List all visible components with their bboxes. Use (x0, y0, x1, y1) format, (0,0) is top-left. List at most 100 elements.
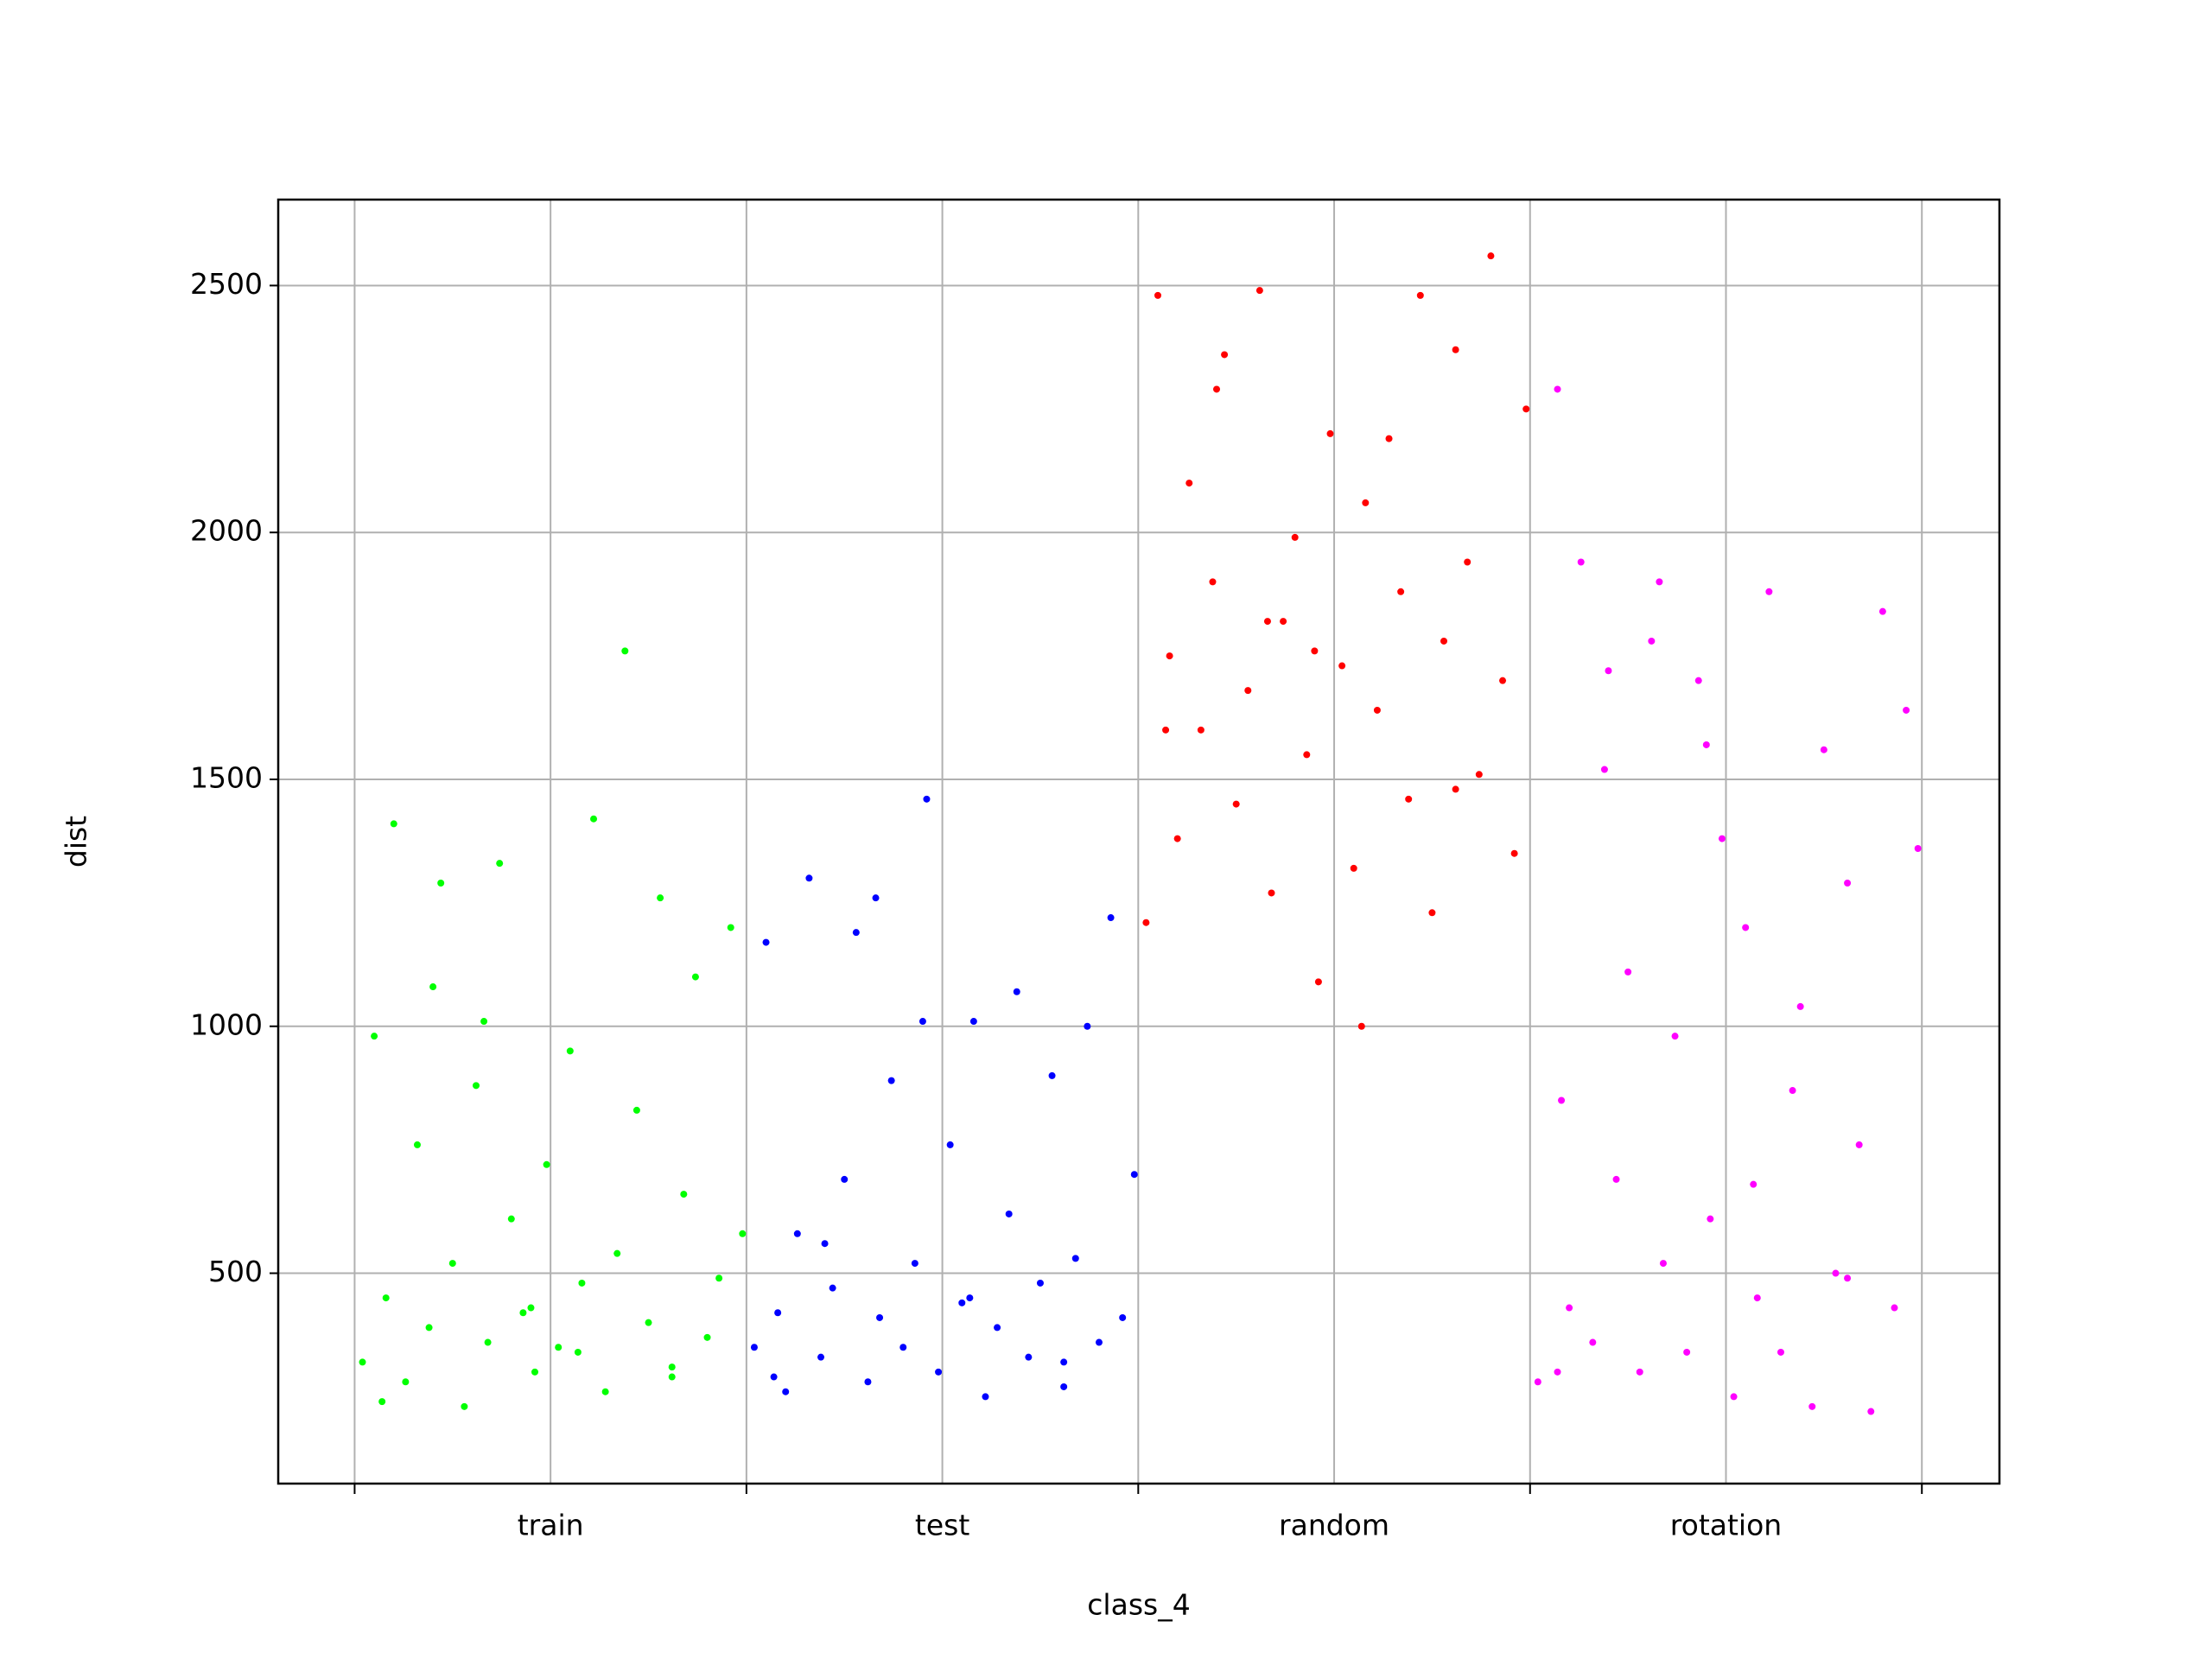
point (899, 1344, 907, 1351)
point (1154, 291, 1161, 299)
point (994, 1324, 1001, 1332)
point (1878, 607, 1886, 615)
point (1350, 864, 1357, 872)
point (1060, 1382, 1068, 1390)
point (876, 1313, 884, 1321)
point (821, 1240, 829, 1248)
point (703, 1333, 711, 1341)
point (1765, 588, 1773, 595)
point (390, 820, 397, 828)
point (1048, 1071, 1056, 1079)
point (1522, 405, 1530, 413)
point (1903, 706, 1910, 714)
point (793, 1230, 801, 1237)
point (1694, 677, 1702, 684)
plot-frame (276, 198, 2001, 1485)
point (1357, 1022, 1365, 1030)
point (1291, 533, 1299, 541)
point (872, 894, 880, 902)
point (574, 1348, 582, 1356)
point (1510, 849, 1518, 857)
point (969, 1018, 977, 1026)
point (1796, 1002, 1804, 1010)
point (1263, 618, 1271, 626)
point (918, 1018, 926, 1026)
point (590, 815, 598, 823)
point (935, 1368, 943, 1376)
point (864, 1378, 872, 1386)
point (519, 1309, 527, 1317)
point (1166, 652, 1173, 660)
point (1213, 385, 1221, 393)
point (1060, 1358, 1068, 1366)
point (982, 1393, 989, 1401)
point (1440, 637, 1448, 645)
point (480, 1018, 488, 1026)
y-tick-label: 2500 (190, 267, 263, 301)
point (1487, 252, 1495, 260)
point (1373, 706, 1381, 714)
point (1221, 351, 1229, 359)
point (1648, 637, 1656, 645)
point (371, 1033, 378, 1040)
point (1416, 291, 1424, 299)
point (496, 860, 504, 868)
y-tick-label: 2000 (190, 514, 263, 548)
point (359, 1358, 366, 1366)
point (1707, 1215, 1714, 1223)
point (402, 1378, 410, 1386)
point (668, 1373, 676, 1381)
point (727, 924, 734, 931)
point (1314, 978, 1322, 986)
point (1338, 662, 1346, 670)
point (680, 1191, 688, 1198)
point (782, 1388, 790, 1395)
point (1499, 677, 1507, 684)
point (1600, 766, 1608, 773)
point (555, 1344, 563, 1351)
point (1808, 1402, 1816, 1410)
point (1789, 1087, 1796, 1095)
point (1914, 845, 1922, 853)
point (1142, 918, 1150, 926)
x-category-label: train (518, 1509, 584, 1542)
point (1303, 751, 1311, 759)
point (817, 1353, 825, 1361)
point (461, 1402, 468, 1410)
point (378, 1398, 386, 1406)
y-tick-label: 1000 (190, 1007, 263, 1041)
point (739, 1230, 747, 1237)
point (1173, 835, 1181, 842)
point (1452, 346, 1459, 353)
point (1005, 1210, 1013, 1217)
x-axis-label: class_4 (1087, 1588, 1190, 1622)
point (1753, 1294, 1761, 1302)
point (1730, 1393, 1738, 1401)
y-tick-label: 500 (208, 1255, 263, 1288)
point (1844, 880, 1852, 887)
point (1891, 1304, 1898, 1312)
point (1326, 429, 1334, 437)
point (1397, 588, 1405, 595)
point (887, 1077, 895, 1084)
x-category-label: random (1279, 1509, 1389, 1542)
point (1534, 1378, 1541, 1386)
y-axis-label: dist (60, 816, 93, 868)
point (715, 1274, 723, 1282)
point (1268, 889, 1275, 897)
point (911, 1260, 918, 1268)
point (1820, 746, 1827, 753)
point (566, 1047, 574, 1055)
point (852, 929, 860, 937)
point (691, 973, 699, 981)
point (601, 1388, 609, 1395)
point (1244, 687, 1252, 695)
point (484, 1338, 492, 1346)
point (1255, 287, 1263, 295)
point (946, 1141, 954, 1148)
point (1605, 667, 1612, 675)
point (1232, 800, 1240, 808)
point (382, 1294, 390, 1302)
point (1464, 558, 1471, 566)
point (472, 1082, 480, 1090)
